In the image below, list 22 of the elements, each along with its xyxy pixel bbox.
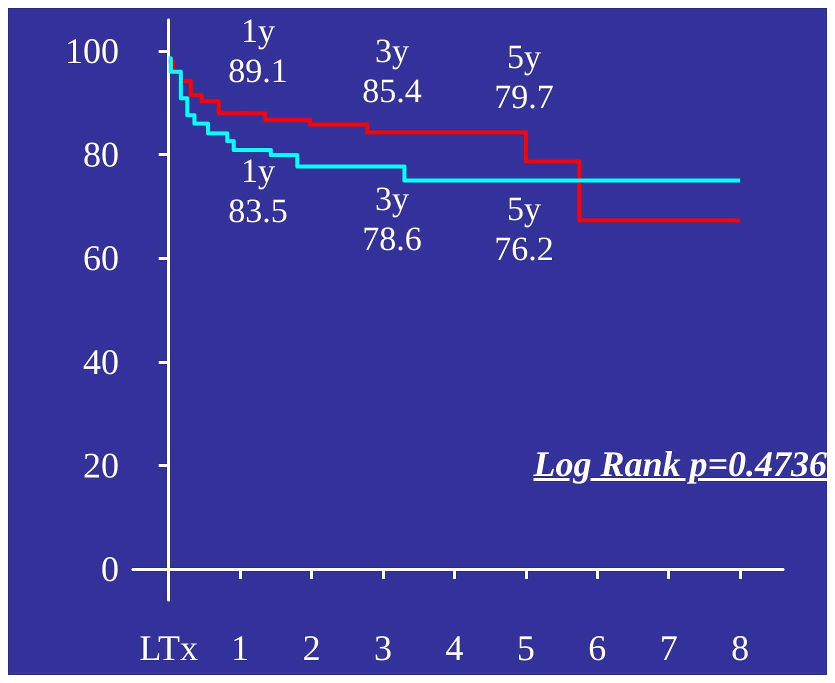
annotation: Log Rank p=0.4736 bbox=[533, 443, 827, 485]
y-tick-label: 40 bbox=[83, 342, 119, 382]
y-tick-label: 20 bbox=[83, 445, 119, 486]
x-tick-label: 7 bbox=[660, 628, 678, 668]
x-tick-label: 6 bbox=[588, 628, 606, 668]
x-tick-label: 3 bbox=[374, 628, 392, 668]
x-tick-label: 4 bbox=[445, 628, 464, 668]
annotation: 3y 85.4 bbox=[361, 32, 423, 112]
annotation: 5y 79.7 bbox=[493, 38, 555, 118]
y-tick-label: 80 bbox=[83, 134, 119, 175]
y-tick-label: 100 bbox=[65, 31, 119, 72]
annotation: 1y 83.5 bbox=[227, 152, 289, 232]
y-tick-label: 0 bbox=[101, 548, 119, 589]
x-tick-label: 2 bbox=[302, 628, 321, 668]
annotation: 1y 89.1 bbox=[227, 12, 289, 92]
x-tick-label: LTx bbox=[139, 628, 198, 668]
x-tick-label: 8 bbox=[731, 628, 750, 668]
annotation: 5y 76.2 bbox=[493, 190, 555, 270]
x-tick-label: 1 bbox=[231, 628, 250, 668]
y-tick-label: 60 bbox=[83, 238, 119, 278]
x-tick-label: 5 bbox=[516, 628, 535, 668]
annotation: 3y 78.6 bbox=[361, 180, 423, 260]
